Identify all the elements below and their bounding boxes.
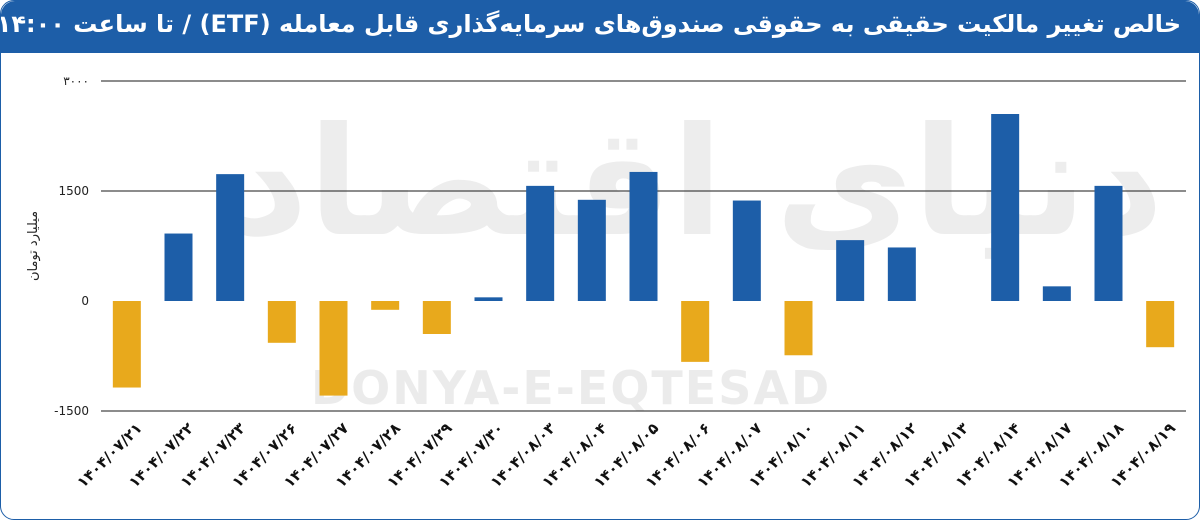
bar <box>371 301 400 310</box>
bar <box>887 247 916 301</box>
bar <box>784 301 813 356</box>
bar <box>267 301 296 343</box>
bar <box>1146 301 1175 348</box>
bar <box>216 174 245 301</box>
bar <box>164 233 193 301</box>
y-tick-label: -1500 <box>54 404 89 418</box>
bar <box>577 199 606 301</box>
bar <box>526 185 555 301</box>
watermark-latin: DONYA-E-EQTESAD <box>311 361 832 415</box>
chart-title: خالص تغییر مالکیت حقیقی به حقوقی صندوق‌ه… <box>0 10 1181 38</box>
bar <box>422 301 451 334</box>
y-tick-label: 0 <box>81 294 89 308</box>
bar <box>732 200 761 301</box>
bar <box>1042 286 1071 301</box>
bar <box>319 301 348 396</box>
bar <box>474 297 503 301</box>
bar <box>629 171 658 301</box>
bar <box>681 301 710 362</box>
bar <box>836 240 865 301</box>
title-bar: خالص تغییر مالکیت حقیقی به حقوقی صندوق‌ه… <box>1 1 1199 53</box>
y-axis-label: میلیارد تومان <box>26 211 41 281</box>
bar <box>1094 185 1123 301</box>
bar <box>991 114 1020 301</box>
bar <box>112 301 141 388</box>
y-tick-label: ۳۰۰۰ <box>63 74 89 88</box>
y-tick-label: 1500 <box>58 184 89 198</box>
